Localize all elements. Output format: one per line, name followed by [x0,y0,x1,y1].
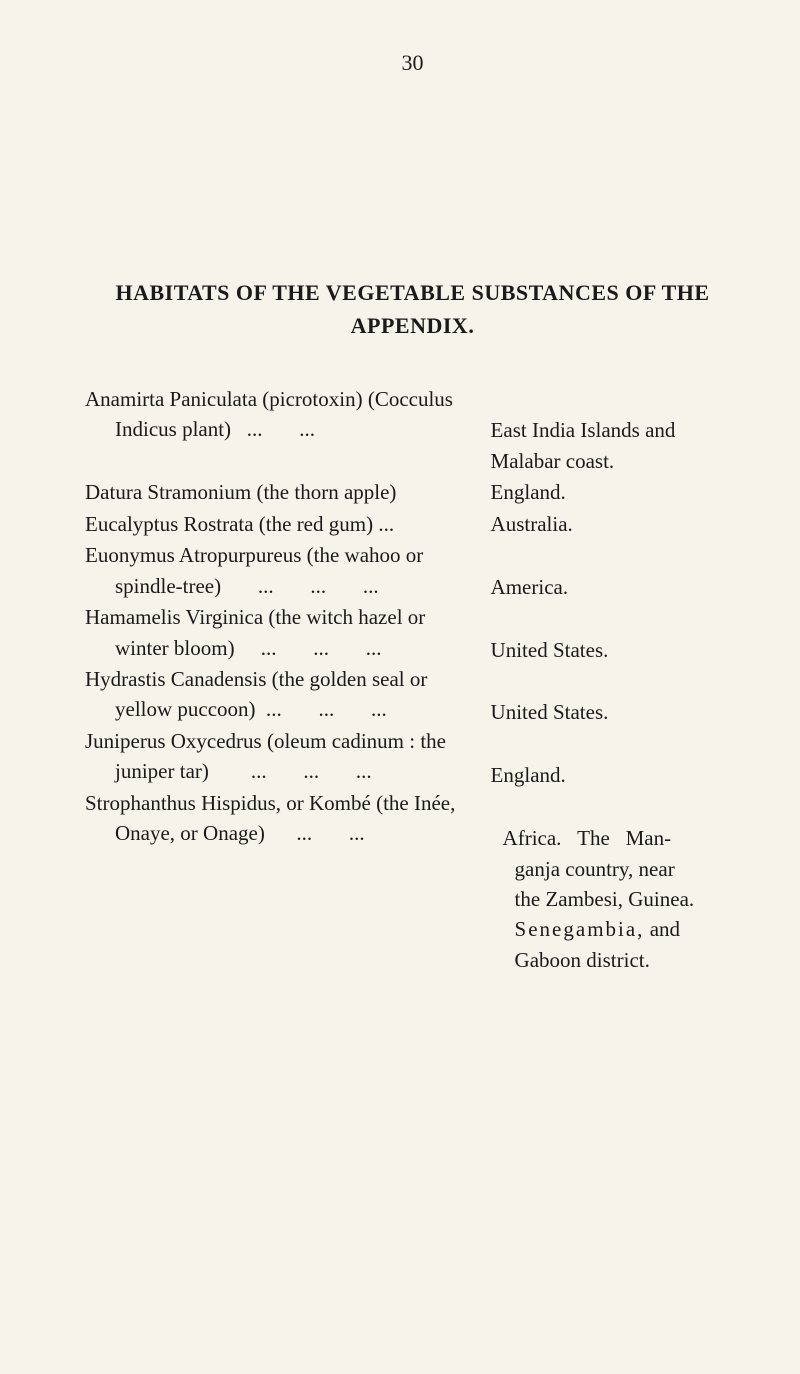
table-row: Datura Stramonium (the thorn apple) Euca… [85,477,740,976]
habitat-line: ganja country, near [515,857,675,881]
page: 30 HABITATS OF THE VEGETABLE SUBSTANCES … [0,0,800,1374]
substance-text: Strophanthus Hispidus, or Kombé (the Iné… [85,788,475,849]
habitat-text: United States. [491,697,740,727]
spacer [491,792,740,822]
heading-line-2: APPENDIX. [351,313,475,338]
spacer [491,729,740,759]
habitat-text: England. [491,760,740,790]
habitat-line: Gaboon district. [515,948,650,972]
habitat-line: the Zambesi, Guinea. [515,887,695,911]
page-number: 30 [85,50,740,76]
substance-text: Anamirta Paniculata (picrotoxin) (Coccul… [85,384,475,445]
habitat-text: Australia. [491,509,740,539]
habitat-africa: Africa. The Man- [503,826,672,850]
habitat-cell: East India Islands and Malabar coast. [485,384,740,477]
spacer [491,384,740,414]
habitat-text: East India Islands and Malabar coast. [491,415,740,476]
habitat-line: Senegambia, and [515,917,680,941]
spacer [491,540,740,570]
habitat-text: England. [491,477,740,507]
habitat-cell: England. Australia. America. United Stat… [485,477,740,976]
substance-text: Euonymus Atropurpureus (the wahoo or spi… [85,540,475,601]
habitat-text: America. [491,572,740,602]
table-row: Anamirta Paniculata (picrotoxin) (Coccul… [85,384,740,477]
substance-text: Juniperus Oxycedrus (oleum cadinum : the… [85,726,475,787]
substance-text: Datura Stramonium (the thorn apple) [85,477,475,507]
page-heading: HABITATS OF THE VEGETABLE SUBSTANCES OF … [85,276,740,342]
spacer [491,603,740,633]
substance-text: Hamamelis Virginica (the witch hazel or … [85,602,475,663]
habitat-text: Africa. The Man- ganja country, near the… [491,823,740,975]
heading-line-1: HABITATS OF THE VEGETABLE SUBSTANCES OF … [115,280,709,305]
substance-text: Eucalyptus Rostrata (the red gum) ... [85,509,475,539]
habitat-table: Anamirta Paniculata (picrotoxin) (Coccul… [85,384,740,976]
spacer [491,666,740,696]
substance-text: Hydrastis Canadensis (the golden seal or… [85,664,475,725]
habitat-text: United States. [491,635,740,665]
substance-cell: Datura Stramonium (the thorn apple) Euca… [85,477,485,976]
substance-cell: Anamirta Paniculata (picrotoxin) (Coccul… [85,384,485,477]
